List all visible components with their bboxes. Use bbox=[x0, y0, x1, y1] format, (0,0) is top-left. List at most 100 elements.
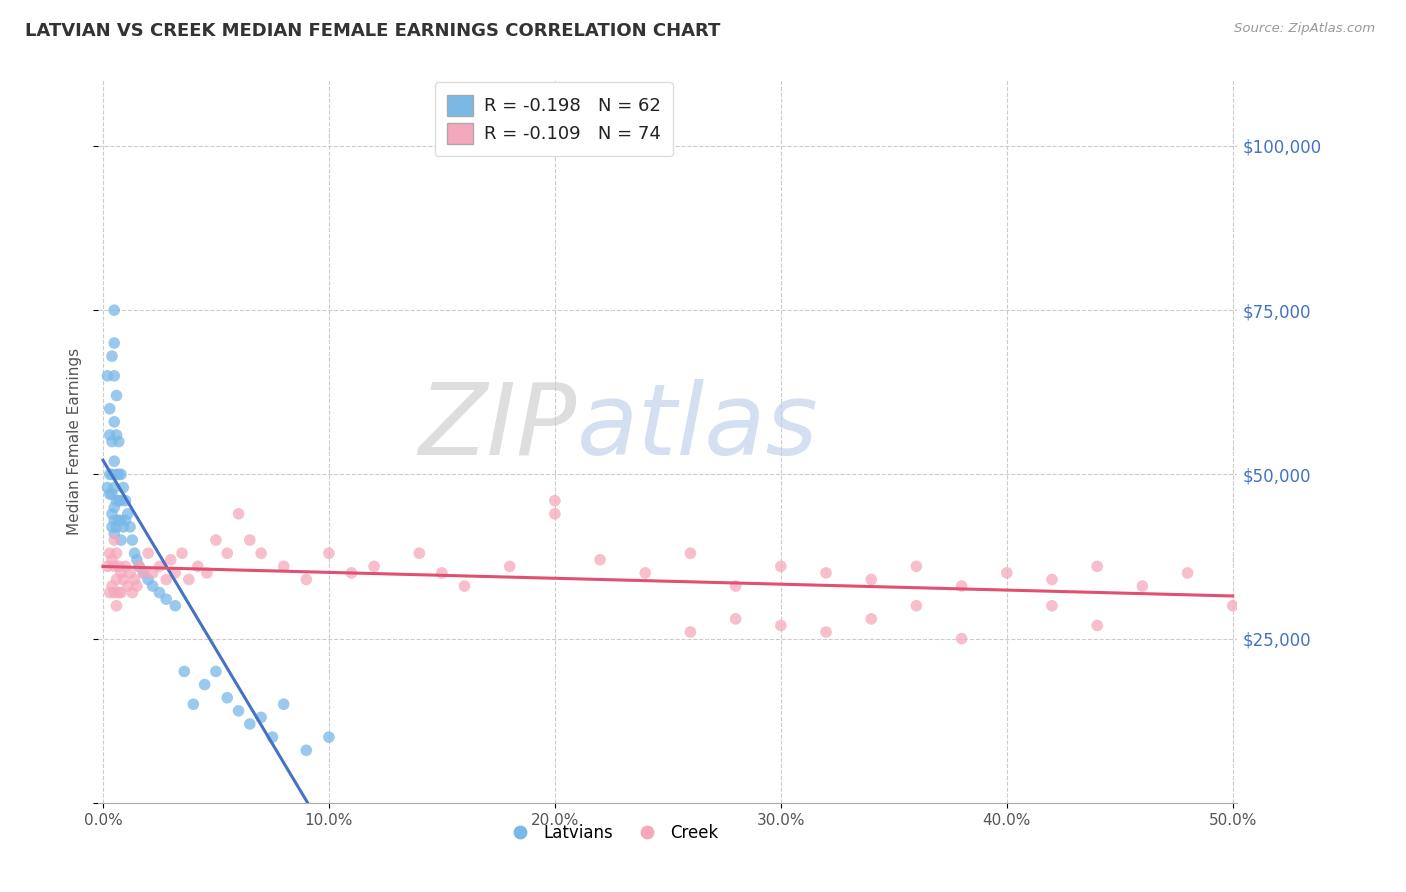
Point bbox=[96, 481, 118, 495]
Point bbox=[112, 520, 135, 534]
Text: ZIP: ZIP bbox=[419, 378, 576, 475]
Point bbox=[544, 507, 567, 521]
Point bbox=[363, 559, 385, 574]
Point bbox=[105, 467, 128, 482]
Point bbox=[239, 533, 262, 547]
Point bbox=[228, 507, 250, 521]
Point bbox=[101, 349, 124, 363]
Point bbox=[125, 553, 148, 567]
Point bbox=[128, 559, 150, 574]
Point bbox=[114, 559, 136, 574]
Point bbox=[155, 592, 177, 607]
Point bbox=[132, 566, 155, 580]
Point bbox=[295, 573, 318, 587]
Point bbox=[148, 559, 170, 574]
Point bbox=[98, 487, 121, 501]
Point bbox=[679, 625, 702, 640]
Point bbox=[634, 566, 657, 580]
Text: Source: ZipAtlas.com: Source: ZipAtlas.com bbox=[1234, 22, 1375, 36]
Point bbox=[1177, 566, 1199, 580]
Legend: Latvians, Creek: Latvians, Creek bbox=[496, 817, 725, 848]
Point bbox=[110, 533, 132, 547]
Point bbox=[107, 493, 129, 508]
Point bbox=[1040, 573, 1063, 587]
Point bbox=[105, 493, 128, 508]
Point bbox=[103, 559, 125, 574]
Point bbox=[148, 585, 170, 599]
Point bbox=[159, 553, 181, 567]
Point bbox=[101, 553, 124, 567]
Point bbox=[98, 546, 121, 560]
Point bbox=[155, 573, 177, 587]
Point bbox=[110, 467, 132, 482]
Point bbox=[183, 698, 205, 712]
Point bbox=[103, 336, 125, 351]
Point bbox=[110, 493, 132, 508]
Point bbox=[136, 546, 159, 560]
Point bbox=[544, 493, 567, 508]
Point bbox=[340, 566, 363, 580]
Point bbox=[103, 415, 125, 429]
Point bbox=[98, 401, 121, 416]
Point bbox=[107, 467, 129, 482]
Point bbox=[114, 513, 136, 527]
Point bbox=[295, 743, 318, 757]
Point bbox=[170, 546, 193, 560]
Point bbox=[124, 546, 146, 560]
Point bbox=[205, 533, 228, 547]
Point bbox=[262, 730, 284, 744]
Point bbox=[110, 566, 132, 580]
Point bbox=[724, 612, 747, 626]
Point bbox=[121, 533, 143, 547]
Point bbox=[103, 303, 125, 318]
Point bbox=[103, 585, 125, 599]
Point bbox=[1040, 599, 1063, 613]
Point bbox=[589, 553, 612, 567]
Point bbox=[132, 566, 155, 580]
Point bbox=[98, 428, 121, 442]
Point bbox=[105, 573, 128, 587]
Point bbox=[103, 513, 125, 527]
Point bbox=[217, 690, 239, 705]
Text: LATVIAN VS CREEK MEDIAN FEMALE EARNINGS CORRELATION CHART: LATVIAN VS CREEK MEDIAN FEMALE EARNINGS … bbox=[25, 22, 721, 40]
Point bbox=[273, 698, 295, 712]
Text: atlas: atlas bbox=[576, 378, 818, 475]
Point bbox=[769, 618, 792, 632]
Point bbox=[499, 559, 522, 574]
Point bbox=[860, 573, 883, 587]
Point bbox=[142, 579, 165, 593]
Point bbox=[1222, 599, 1244, 613]
Point bbox=[103, 454, 125, 468]
Point bbox=[96, 368, 118, 383]
Point bbox=[950, 632, 973, 646]
Point bbox=[453, 579, 475, 593]
Point bbox=[120, 520, 141, 534]
Point bbox=[769, 559, 792, 574]
Point bbox=[318, 546, 340, 560]
Point bbox=[107, 434, 129, 449]
Point bbox=[1085, 559, 1108, 574]
Point bbox=[177, 573, 200, 587]
Point bbox=[103, 368, 125, 383]
Point bbox=[121, 585, 143, 599]
Point bbox=[110, 513, 132, 527]
Point bbox=[125, 579, 148, 593]
Y-axis label: Median Female Earnings: Median Female Earnings bbox=[67, 348, 83, 535]
Point bbox=[114, 493, 136, 508]
Point bbox=[103, 500, 125, 515]
Point bbox=[205, 665, 228, 679]
Point bbox=[101, 579, 124, 593]
Point bbox=[117, 507, 139, 521]
Point bbox=[679, 546, 702, 560]
Point bbox=[101, 520, 124, 534]
Point bbox=[112, 573, 135, 587]
Point bbox=[173, 665, 195, 679]
Point bbox=[815, 625, 838, 640]
Point bbox=[105, 428, 128, 442]
Point bbox=[105, 599, 128, 613]
Point bbox=[107, 585, 129, 599]
Point bbox=[905, 559, 928, 574]
Point bbox=[128, 559, 150, 574]
Point bbox=[995, 566, 1018, 580]
Point bbox=[217, 546, 239, 560]
